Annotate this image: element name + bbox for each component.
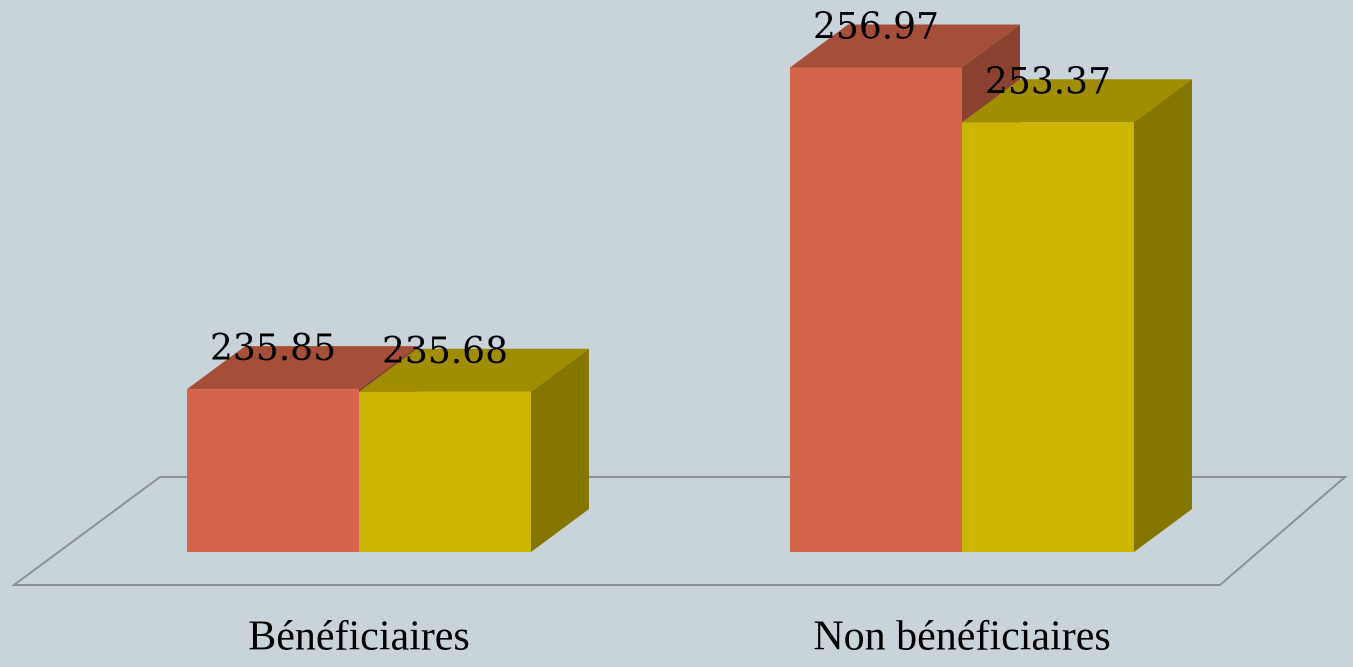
bar-front	[790, 67, 962, 552]
bar	[962, 79, 1192, 553]
bar-front	[187, 389, 359, 552]
data-label: 256.97	[813, 6, 939, 47]
data-label: 235.68	[382, 331, 508, 372]
bar-top	[187, 346, 417, 390]
bar-front	[359, 391, 531, 552]
data-label: 253.37	[985, 61, 1111, 102]
bar-top	[359, 348, 589, 392]
bar-side	[531, 348, 589, 552]
bar	[359, 348, 589, 552]
bar-side	[1134, 79, 1192, 553]
x-tick-label: Non bénéficiaires	[813, 614, 1110, 660]
bar-top	[790, 24, 1020, 68]
bar-front	[962, 122, 1134, 553]
x-tick-label: Bénéficiaires	[248, 614, 470, 660]
bar-top	[962, 79, 1192, 123]
data-label: 235.85	[210, 328, 336, 369]
